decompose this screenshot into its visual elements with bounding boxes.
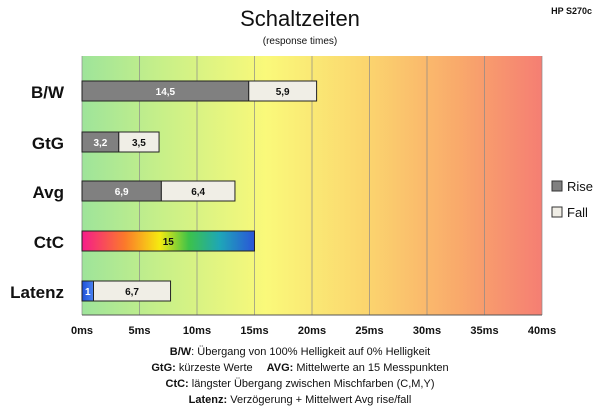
x-tick-label-7: 35ms [470, 325, 498, 337]
footer-key-gtg: GtG: [151, 362, 176, 374]
category-label-0: B/W [31, 83, 65, 102]
data-label-rise-gtg: 3,2 [93, 138, 107, 149]
footer-text-latenz: Verzögerung + Mittelwert Avg rise/fall [227, 394, 412, 406]
footer-text-ctc: längster Übergang zwischen Mischfarben (… [188, 378, 435, 390]
footer-line-bw: B/W: Übergang von 100% Helligkeit auf 0%… [0, 344, 600, 360]
chart-subtitle: (response times) [262, 36, 338, 47]
bar-fall-latenz [93, 280, 172, 302]
x-tick-label-0: 0ms [71, 325, 93, 337]
x-tick-label-4: 20ms [298, 325, 326, 337]
response-time-chart: 14,5 5,9 3,2 3,5 6,9 6,4 15 1 6,7 0ms 5ms 10ms 15ms… [10, 56, 593, 337]
x-tick-label-5: 25ms [355, 325, 383, 337]
footer-line-ctc: CtC: längster Übergang zwischen Mischfar… [0, 376, 600, 392]
footer-key-ctc: CtC: [165, 378, 189, 390]
category-label-4: Latenz [10, 283, 64, 302]
bar-fall-gtg [118, 131, 160, 153]
footer-key-bw: B/W [169, 346, 192, 358]
x-tick-label-2: 10ms [183, 325, 211, 337]
legend: Rise Fall [551, 179, 593, 220]
data-label-rise-ctc: 15 [163, 237, 175, 248]
footer-line-latenz: Latenz: Verzögerung + Mittelwert Avg ris… [0, 392, 600, 408]
data-label-rise-latenz: 1 [85, 287, 91, 298]
bar-fall-avg [160, 180, 236, 202]
data-label-rise-avg: 6,9 [115, 187, 129, 198]
footer-notes: B/W: Übergang von 100% Helligkeit auf 0%… [0, 344, 600, 408]
monitor-model: HP S270c [551, 6, 592, 16]
legend-swatch-rise [551, 180, 563, 192]
category-labels: B/W GtG Avg CtC Latenz [10, 83, 65, 302]
footer-line-gtg-avg: GtG: kürzeste Werte AVG: Mittelwerte an 1… [0, 360, 600, 376]
footer-key-latenz: Latenz: [188, 394, 228, 406]
footer-text-bw: : Übergang von 100% Helligkeit auf 0% He… [191, 346, 431, 358]
x-tick-label-6: 30ms [413, 325, 441, 337]
data-label-fall-gtg: 3,5 [132, 138, 146, 149]
category-label-1: GtG [32, 134, 64, 153]
x-tick-label-1: 5ms [128, 325, 150, 337]
bar-fall-bw [248, 80, 318, 102]
category-label-3: CtC [34, 233, 64, 252]
legend-swatch-fall [551, 206, 563, 218]
footer-text-gtg: kürzeste Werte [175, 362, 253, 374]
bars: 14,5 5,9 3,2 3,5 6,9 6,4 15 1 6,7 [81, 80, 318, 302]
data-label-fall-latenz: 6,7 [125, 287, 139, 298]
data-label-fall-avg: 6,4 [191, 187, 205, 198]
legend-label-fall: Fall [567, 205, 588, 220]
data-label-rise-bw: 14,5 [156, 87, 176, 98]
data-label-fall-bw: 5,9 [276, 87, 290, 98]
bar-rise-ctc [81, 230, 255, 252]
legend-label-rise: Rise [567, 179, 593, 194]
footer-text-avg: Mittelwerte an 15 Messpunkten [293, 362, 449, 374]
x-tick-label-8: 40ms [528, 325, 556, 337]
x-tick-labels: 0ms 5ms 10ms 15ms 20ms 25ms 30ms 35ms 40ms [71, 325, 556, 337]
chart-title: Schaltzeiten [240, 6, 360, 31]
footer-key-avg: AVG: [266, 362, 294, 374]
x-tick-label-3: 15ms [240, 325, 268, 337]
category-label-2: Avg [33, 183, 65, 202]
